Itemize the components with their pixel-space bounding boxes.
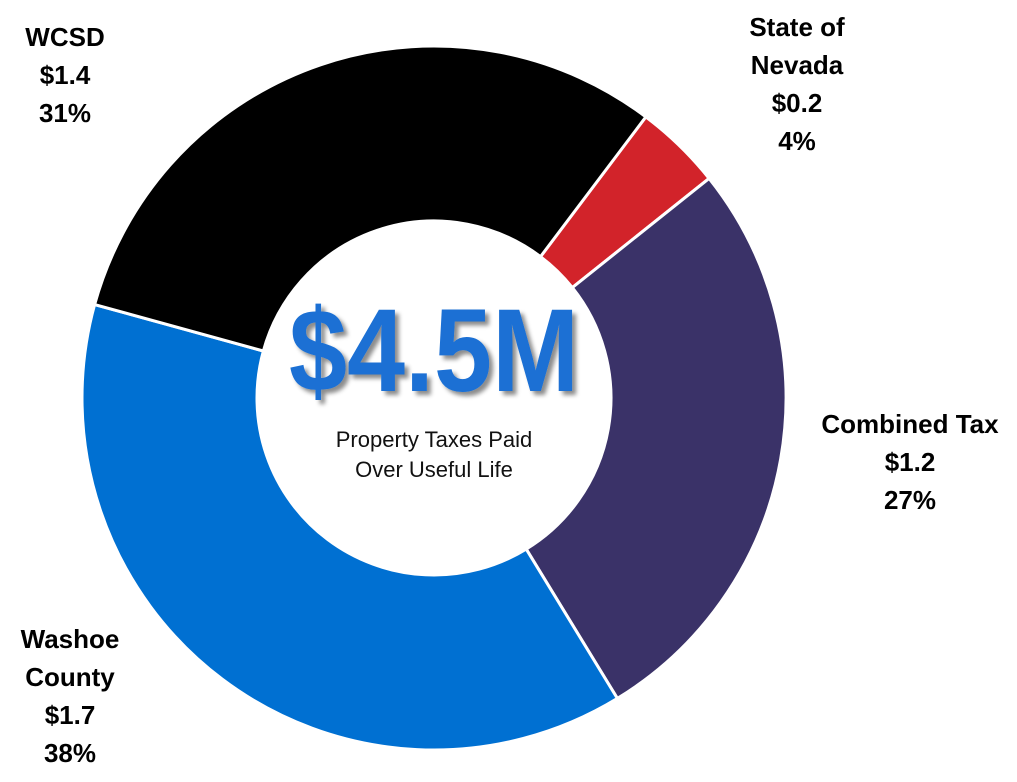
slice-label: WCSD $1.4 31% bbox=[0, 18, 130, 132]
amount-label: $0.2 bbox=[771, 88, 823, 118]
slice-label: State of Nevada $0.2 4% bbox=[732, 8, 862, 160]
category: WCSD bbox=[25, 22, 105, 52]
value-label: 31% bbox=[38, 98, 92, 128]
slice bbox=[524, 176, 788, 701]
center-title: $4.5M bbox=[289, 285, 579, 417]
slice-label: Washoe County $1.7 38% bbox=[5, 620, 135, 772]
slice-label: Combined Tax $1.2 27% bbox=[795, 405, 1017, 519]
amount-label: $1.7 bbox=[44, 700, 96, 730]
center-subtitle: Property Taxes Paid Over Useful Life bbox=[335, 427, 533, 482]
slice bbox=[92, 44, 648, 353]
amount-label: $1.4 bbox=[39, 60, 91, 90]
slice bbox=[80, 302, 620, 752]
category: Washoe County bbox=[20, 624, 120, 692]
category: Combined Tax bbox=[821, 409, 999, 439]
value-label: 38% bbox=[43, 738, 97, 768]
category: State of Nevada bbox=[749, 12, 845, 80]
amount-label: $1.2 bbox=[884, 447, 936, 477]
value-label: 27% bbox=[883, 485, 937, 515]
value-label: 4% bbox=[778, 126, 816, 156]
